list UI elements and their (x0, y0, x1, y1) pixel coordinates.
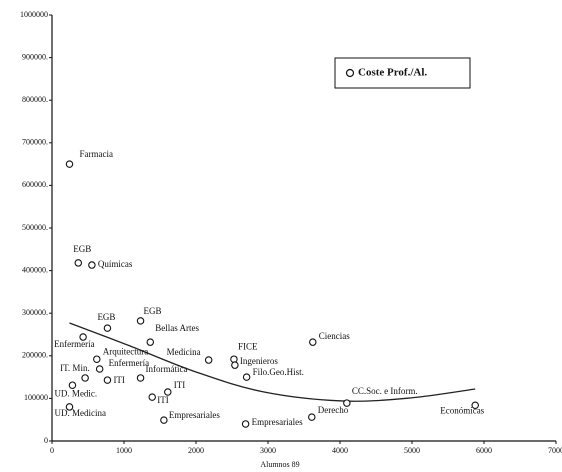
point-label: UD. Medic. (54, 388, 97, 398)
x-tick-label: 0 (50, 446, 54, 455)
point-label: FICE (238, 341, 258, 351)
point-label: Económicas (440, 405, 484, 415)
point (103, 324, 112, 332)
point (241, 420, 250, 428)
x-tick-label: 6000 (476, 446, 492, 455)
point-label: ITI (113, 375, 125, 385)
point (65, 160, 74, 168)
point (231, 361, 239, 369)
legend-box (334, 57, 471, 89)
point-label: UD. Medicina (54, 408, 106, 418)
point-label: EGB (144, 306, 162, 316)
point-label: Farmacia (79, 149, 112, 159)
point-label: ITI (174, 380, 186, 390)
point (74, 259, 83, 267)
x-axis-title: Alumnos 89 (260, 460, 299, 469)
point (68, 381, 77, 389)
x-tick-label: 3000 (260, 446, 276, 455)
point-label: Medicina (167, 347, 201, 357)
y-tick-label: 0 (44, 436, 48, 445)
point-label: Ingenieros (240, 356, 278, 366)
point (308, 413, 316, 421)
point-label: Bellas Artes (155, 323, 199, 333)
y-tick-label: 600000. (22, 180, 48, 189)
point (230, 355, 238, 363)
point-label: EGB (73, 244, 91, 254)
x-tick-label: 2000 (188, 446, 204, 455)
point (95, 365, 104, 373)
point (309, 338, 317, 346)
point-label: ITI (157, 395, 169, 405)
point (164, 388, 172, 396)
y-tick-label: 700000. (22, 138, 48, 147)
point-label: Químicas (98, 259, 133, 269)
y-tick-label: 1000000 (20, 10, 48, 19)
y-tick-label: 300000. (22, 308, 48, 317)
point (93, 355, 101, 363)
point-label: CC.Soc. e Inform. (352, 386, 418, 396)
point-label: Derecho (318, 405, 349, 415)
point-label: EGB (97, 312, 115, 322)
point-label: IT. Min. (60, 363, 90, 373)
y-tick-label: 200000. (22, 351, 48, 360)
point (242, 373, 251, 381)
point (79, 333, 87, 341)
point-label: Empresariales (169, 410, 220, 420)
y-tick-label: 800000. (22, 95, 48, 104)
point (88, 261, 96, 269)
point (146, 338, 155, 346)
point (471, 401, 479, 409)
point (343, 399, 351, 407)
y-tick-label: 400000. (22, 265, 48, 274)
point (136, 374, 145, 382)
x-tick-label: 4000 (332, 446, 348, 455)
point-label: Enfermería (109, 358, 149, 368)
point-label: Ciencias (319, 331, 350, 341)
x-tick-label: 7000 (548, 446, 562, 455)
point (81, 374, 89, 382)
point (148, 393, 156, 401)
legend-marker (345, 68, 355, 78)
y-tick-label: 500000. (22, 223, 48, 232)
point (204, 356, 213, 364)
trend-line (69, 322, 476, 402)
legend-label: Coste Prof./Al. (358, 67, 427, 79)
y-tick-label: 900000. (22, 52, 48, 61)
point-label: Arquitectura (103, 346, 148, 356)
point (136, 317, 145, 325)
point-label: Empresariales (252, 417, 303, 427)
point (65, 403, 74, 411)
point-label: Enfermería (54, 339, 94, 349)
point (103, 376, 112, 384)
point-label: Informática (146, 364, 188, 374)
point-label: Filo.Geo.Hist. (253, 367, 304, 377)
x-tick-label: 1000 (116, 446, 132, 455)
point (160, 416, 168, 424)
y-tick-label: 100000 (24, 393, 48, 402)
x-tick-label: 5000 (404, 446, 420, 455)
